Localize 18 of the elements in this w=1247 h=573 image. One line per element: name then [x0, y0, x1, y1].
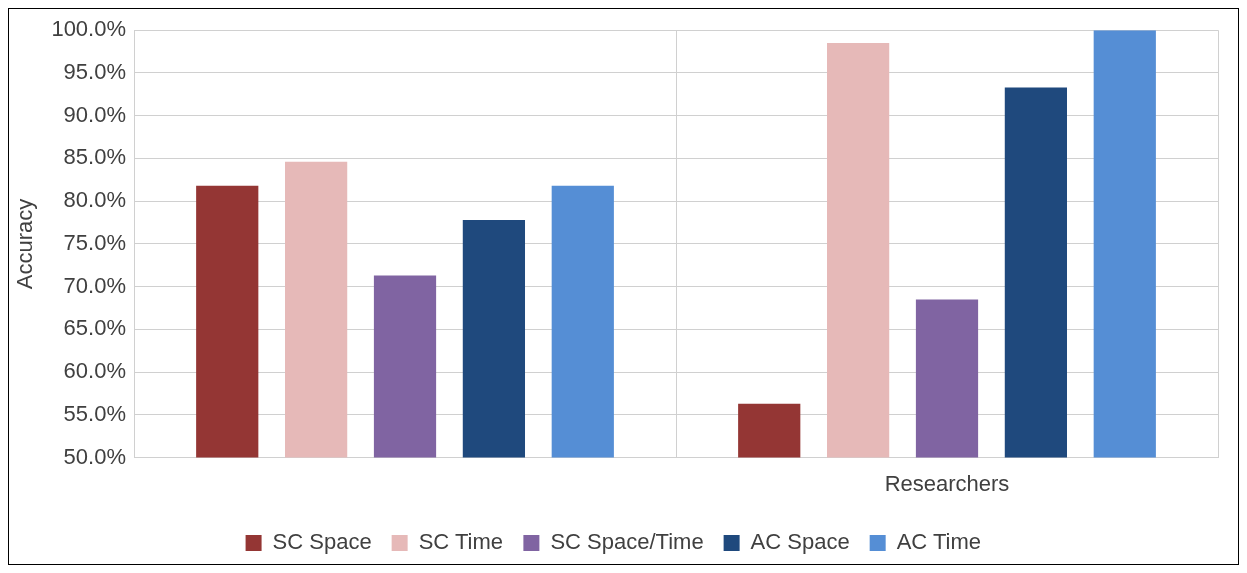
y-tick-label: 55.0%	[63, 400, 127, 426]
y-tick-label: 65.0%	[63, 315, 127, 341]
y-tick-label: 90.0%	[63, 101, 127, 127]
y-tick-label: 85.0%	[63, 144, 127, 170]
y-tick-label: 70.0%	[63, 272, 127, 298]
y-tick-label: 95.0%	[63, 59, 127, 84]
legend-label: SC Space	[272, 529, 372, 555]
legend-label: AC Space	[750, 529, 850, 555]
y-tick-label: 60.0%	[63, 358, 127, 384]
legend-label: SC Space/Time	[550, 529, 704, 555]
y-tick-label: 75.0%	[63, 229, 127, 255]
y-tick-label: 100.0%	[51, 16, 127, 42]
y-axis-title: Accuracy	[12, 198, 38, 290]
legend-label: AC Time	[896, 529, 982, 555]
legend-label: SC Time	[418, 529, 503, 555]
y-tick-label: 80.0%	[63, 187, 127, 213]
y-tick-label: 50.0%	[63, 443, 127, 469]
x-tick-label: Researchers	[884, 470, 1010, 496]
